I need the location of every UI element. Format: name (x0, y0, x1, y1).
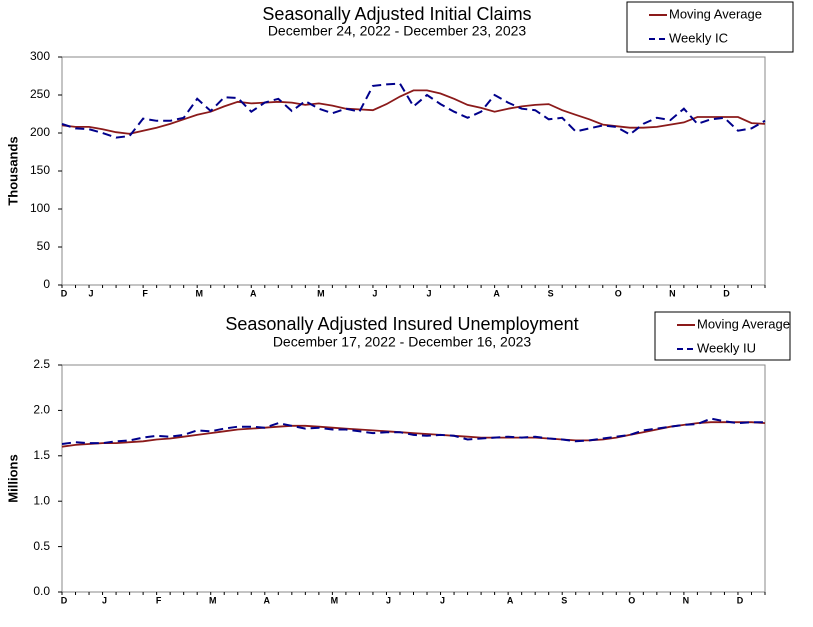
x-tick-label: M (317, 288, 325, 298)
x-tick-label: N (683, 595, 690, 605)
x-tick-label: J (386, 595, 391, 605)
x-tick-label: O (628, 595, 635, 605)
series-line (61, 417, 765, 445)
chart-subtitle: December 24, 2022 - December 23, 2023 (268, 23, 527, 39)
series-line (61, 421, 766, 448)
series-line (61, 89, 766, 135)
x-tick-label: N (669, 288, 676, 298)
legend-box (626, 1, 794, 53)
series-line (61, 82, 766, 139)
x-tick-label: A (507, 595, 514, 605)
legend-label: Weekly IU (697, 340, 756, 355)
y-tick-label: 1.0 (33, 493, 50, 507)
x-tick-label: A (493, 288, 500, 298)
x-tick-label: D (723, 288, 730, 298)
x-tick-label: O (615, 288, 622, 298)
x-tick-label: F (156, 595, 162, 605)
x-tick-label: M (195, 288, 203, 298)
y-tick-label: 50 (37, 239, 51, 253)
y-tick-label: 100 (30, 201, 50, 215)
y-tick-label: 0 (43, 277, 50, 291)
y-tick-label: 0.5 (33, 539, 50, 553)
x-tick-label: M (331, 595, 339, 605)
legend-label: Moving Average (669, 6, 762, 21)
x-tick-label: F (142, 288, 148, 298)
y-axis-label: Thousands (5, 136, 20, 205)
legend-box (654, 311, 791, 361)
x-tick-label: J (440, 595, 445, 605)
y-tick-label: 200 (30, 125, 50, 139)
x-tick-label: S (548, 288, 554, 298)
x-tick-label: M (209, 595, 217, 605)
x-tick-label: A (250, 288, 257, 298)
y-axis-label: Millions (5, 454, 20, 502)
y-tick-label: 0.0 (33, 584, 50, 598)
y-tick-label: 2.5 (33, 357, 50, 371)
x-tick-label: J (372, 288, 377, 298)
x-tick-label: D (61, 595, 68, 605)
x-tick-label: J (89, 288, 94, 298)
y-tick-label: 1.5 (33, 448, 50, 462)
x-tick-label: J (427, 288, 432, 298)
x-tick-label: D (61, 288, 68, 298)
y-tick-label: 2.0 (33, 403, 50, 417)
y-tick-label: 250 (30, 87, 50, 101)
legend-label: Moving Average (697, 316, 790, 331)
x-tick-label: S (561, 595, 567, 605)
x-tick-label: J (102, 595, 107, 605)
legend-label: Weekly IC (669, 30, 728, 45)
chart-title: Seasonally Adjusted Initial Claims (262, 4, 531, 24)
chart-title: Seasonally Adjusted Insured Unemployment (225, 314, 578, 334)
x-tick-label: D (737, 595, 744, 605)
chart-subtitle: December 17, 2022 - December 16, 2023 (273, 334, 532, 350)
plot-frame (61, 364, 766, 593)
x-tick-label: A (264, 595, 271, 605)
y-tick-label: 300 (30, 49, 50, 63)
y-tick-label: 150 (30, 163, 50, 177)
